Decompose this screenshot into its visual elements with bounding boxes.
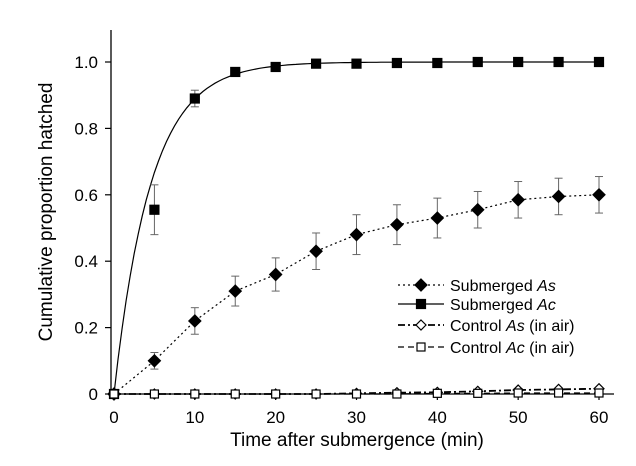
data-point xyxy=(311,389,321,399)
data-point xyxy=(511,192,526,207)
data-point xyxy=(147,353,162,368)
data-point xyxy=(351,389,362,399)
data-point xyxy=(415,319,427,331)
data-point xyxy=(351,58,362,69)
data-point xyxy=(513,388,523,398)
data-point xyxy=(432,388,442,398)
data-point xyxy=(268,267,283,282)
data-point xyxy=(416,342,426,352)
data-point xyxy=(594,388,604,398)
series-4 xyxy=(109,388,604,399)
data-point xyxy=(473,388,483,398)
data-point xyxy=(432,57,443,69)
data-point xyxy=(470,202,485,217)
legend-item-2: Submerged Ac xyxy=(398,297,556,314)
y-tick-label: 0.8 xyxy=(74,119,98,138)
data-point xyxy=(228,284,243,298)
y-tick-label: 0.2 xyxy=(74,319,98,338)
y-axis-title: Cumulative proportion hatched xyxy=(36,83,57,342)
data-point xyxy=(149,389,160,399)
legend: Submerged As Submerged Ac Control As (in a… xyxy=(398,278,574,357)
series-layer xyxy=(107,56,606,401)
y-tick-label: 0.4 xyxy=(74,252,98,271)
data-point xyxy=(414,278,428,292)
x-tick-label: 30 xyxy=(347,408,366,427)
x-tick-label: 20 xyxy=(266,408,285,427)
data-point xyxy=(391,57,403,69)
legend-item-1: Submerged As xyxy=(398,278,556,295)
legend-label: Control As (in air) xyxy=(450,318,574,335)
data-point xyxy=(390,217,404,232)
data-point xyxy=(551,189,566,204)
x-tick-label: 60 xyxy=(590,408,609,427)
series-2 xyxy=(108,56,605,400)
data-point xyxy=(592,187,606,202)
data-point xyxy=(349,227,364,242)
data-point xyxy=(187,314,202,328)
data-point xyxy=(430,211,445,225)
data-point xyxy=(190,389,200,399)
legend-label: Submerged As xyxy=(450,278,556,295)
data-point xyxy=(189,93,200,104)
data-point xyxy=(230,66,241,78)
legend-item-3: Control As (in air) xyxy=(398,318,574,335)
data-point xyxy=(392,389,402,399)
data-point xyxy=(109,389,119,399)
data-point xyxy=(513,56,524,68)
data-point xyxy=(415,298,427,310)
legend-label: Submerged Ac xyxy=(450,297,556,314)
series-1 xyxy=(107,176,606,401)
axes: 0 10 20 30 40 50 60 0 0.2 0.4 0.6 0.8 1.0 xyxy=(74,30,614,427)
data-point xyxy=(553,56,564,68)
legend-label: Control Ac (in air) xyxy=(450,340,574,357)
data-point xyxy=(270,61,281,73)
data-point xyxy=(309,244,323,259)
x-tick-label: 0 xyxy=(109,408,118,427)
legend-item-4: Control Ac (in air) xyxy=(398,340,574,357)
x-tick-label: 40 xyxy=(428,408,447,427)
x-axis-title: Time after submergence (min) xyxy=(230,430,484,451)
y-tick-label: 1.0 xyxy=(74,53,98,72)
data-point xyxy=(149,204,160,215)
data-point xyxy=(271,389,281,399)
data-point xyxy=(310,58,322,69)
data-point xyxy=(230,389,240,399)
y-tick-label: 0 xyxy=(89,385,98,404)
data-point xyxy=(553,388,564,398)
x-tick-label: 50 xyxy=(509,408,528,427)
data-point xyxy=(593,56,605,68)
y-tick-label: 0.6 xyxy=(74,186,98,205)
data-point xyxy=(472,56,483,68)
x-tick-label: 10 xyxy=(185,408,204,427)
